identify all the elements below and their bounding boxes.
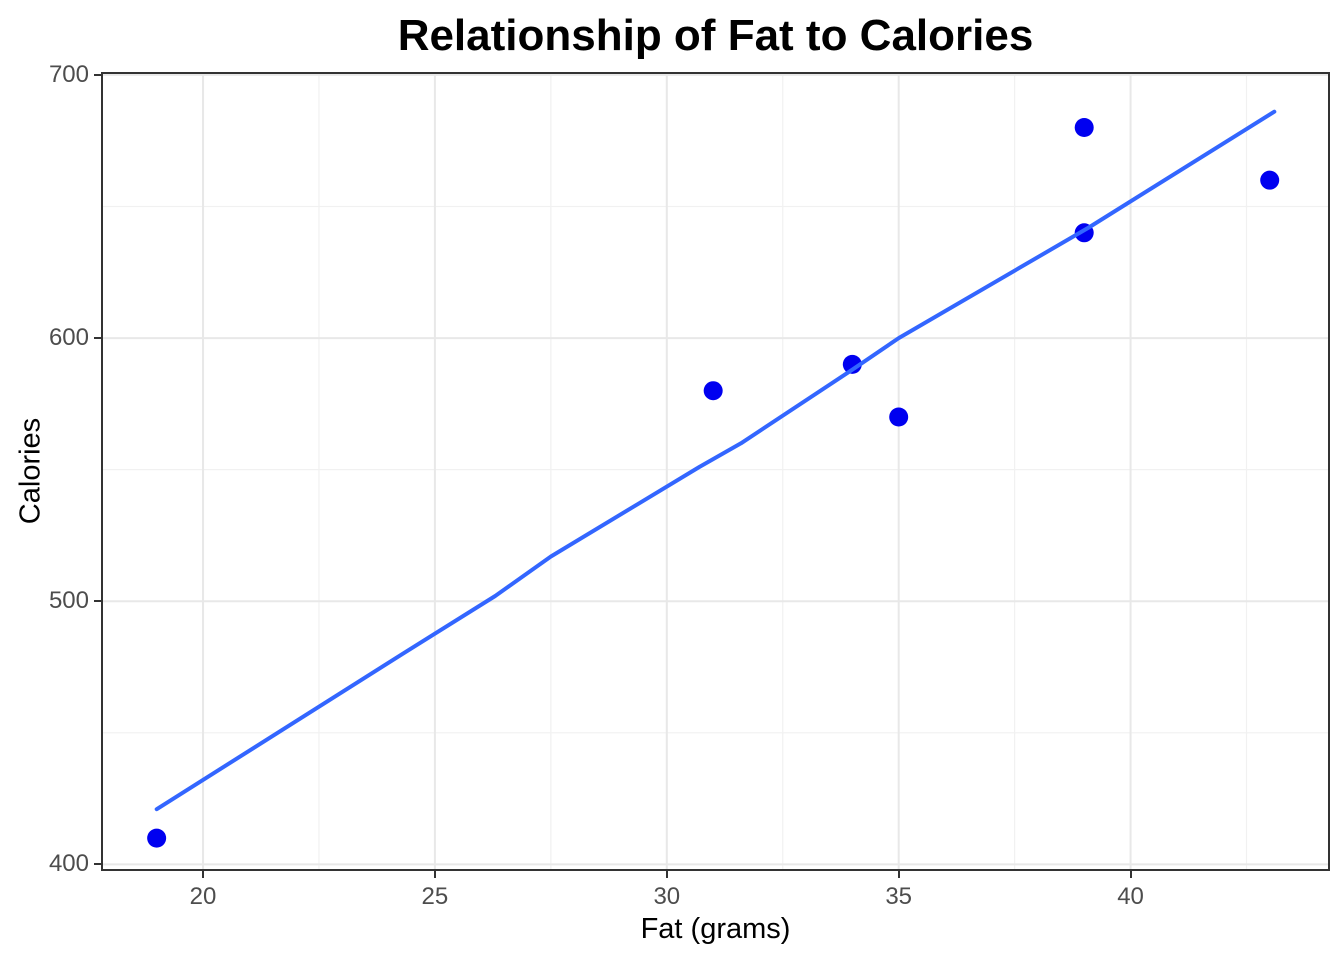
- y-tick-mark: [94, 600, 101, 603]
- panel-border: [101, 72, 1330, 871]
- x-tick-label: 20: [189, 883, 217, 910]
- plot-panel: [101, 72, 1330, 871]
- x-tick-mark: [897, 871, 900, 878]
- trend-line: [154, 109, 1277, 812]
- x-tick-mark: [202, 871, 205, 878]
- y-tick-label: 500: [48, 587, 89, 615]
- y-tick-label: 600: [48, 324, 89, 352]
- y-axis-title: Calories: [14, 417, 47, 525]
- x-tick-mark: [1129, 871, 1132, 878]
- data-point: [1074, 118, 1094, 138]
- x-tick-mark: [433, 871, 436, 878]
- x-tick-label: 30: [653, 883, 681, 910]
- data-point: [147, 828, 167, 848]
- x-tick-label: 25: [421, 883, 449, 910]
- y-tick-label: 700: [48, 60, 89, 88]
- y-tick-mark: [94, 337, 101, 340]
- chart-title: Relationship of Fat to Calories: [397, 11, 1034, 60]
- data-point: [703, 381, 723, 401]
- data-point: [889, 407, 909, 427]
- x-axis-title: Fat (grams): [640, 913, 791, 945]
- x-tick-label: 40: [1117, 883, 1144, 910]
- data-point: [842, 354, 862, 374]
- y-tick-mark: [94, 73, 101, 76]
- y-tick-label: 400: [48, 850, 89, 878]
- x-tick-label: 35: [885, 883, 913, 910]
- x-tick-mark: [665, 871, 668, 878]
- y-tick-mark: [94, 863, 101, 866]
- data-point: [1260, 170, 1280, 190]
